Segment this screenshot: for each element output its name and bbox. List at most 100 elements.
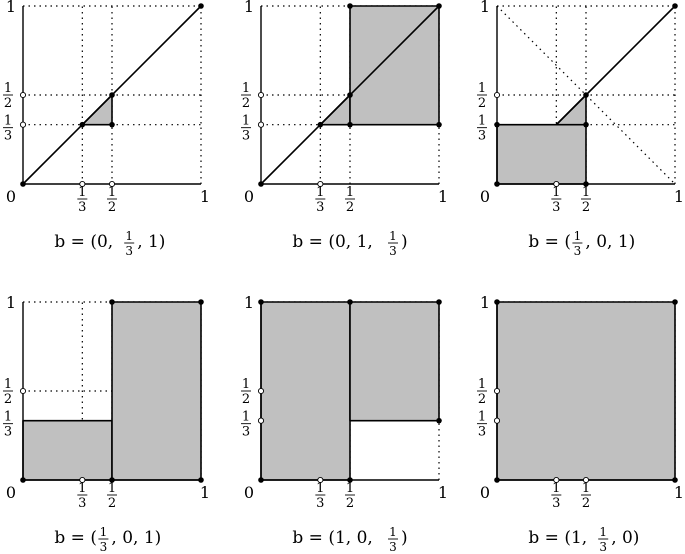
y-tick-fraction-third: 13 xyxy=(477,410,487,440)
y-tick-fraction-half: 12 xyxy=(241,81,251,111)
tick-label-x-one: 1 xyxy=(438,483,448,502)
shaded-region xyxy=(111,301,202,481)
tick-label-x-one: 1 xyxy=(674,187,684,206)
fraction-numerator: 1 xyxy=(108,185,116,200)
fraction-numerator: 1 xyxy=(242,377,250,392)
vertex-dot xyxy=(258,181,264,187)
fraction-denominator: 2 xyxy=(242,96,250,111)
y-tick-fraction-half: 12 xyxy=(3,81,13,111)
fraction-denominator: 2 xyxy=(4,96,12,111)
vertex-dot xyxy=(583,121,589,128)
vertex-dot xyxy=(347,92,353,98)
fraction-numerator: 1 xyxy=(599,525,607,539)
segment xyxy=(555,94,587,126)
segment xyxy=(585,5,676,96)
fraction-denominator: 3 xyxy=(574,244,582,258)
y-tick-fraction-third: 13 xyxy=(241,410,251,440)
hollow-mark-y xyxy=(493,387,501,395)
fraction-numerator: 1 xyxy=(478,377,486,392)
fraction-numerator: 1 xyxy=(552,481,560,496)
fraction-denominator: 2 xyxy=(582,200,590,215)
y-tick-fraction-third: 13 xyxy=(3,410,13,440)
fraction-denominator: 3 xyxy=(389,540,397,554)
vertex-dot xyxy=(109,121,115,128)
hollow-mark-y xyxy=(257,387,265,395)
tick-label-zero: 0 xyxy=(6,483,16,502)
fraction-denominator: 3 xyxy=(552,200,560,215)
vertex-dot xyxy=(436,3,442,9)
fraction-numerator: 1 xyxy=(552,185,560,200)
x-tick-fraction-third: 13 xyxy=(551,481,562,511)
caption-fraction-third: 13 xyxy=(598,525,609,554)
y-tick-fraction-half: 12 xyxy=(3,377,13,407)
fraction-denominator: 2 xyxy=(108,200,116,215)
caption-prefix: b = (0, xyxy=(54,232,113,252)
tick-label-zero: 0 xyxy=(6,187,16,206)
panel-caption: b = (13, 0, 1) xyxy=(528,229,635,258)
hollow-mark-x xyxy=(317,476,324,484)
fraction-numerator: 1 xyxy=(78,185,86,200)
fraction-denominator: 3 xyxy=(125,244,133,258)
fraction-denominator: 3 xyxy=(316,200,324,215)
shaded-region xyxy=(496,301,676,481)
fraction-numerator: 1 xyxy=(478,81,486,96)
hollow-mark-x xyxy=(553,180,560,188)
panel-caption: b = (1, 0, 13) xyxy=(292,525,407,554)
x-tick-fraction-third: 13 xyxy=(315,185,326,215)
vertex-dot xyxy=(583,92,589,98)
fraction-numerator: 1 xyxy=(100,525,108,539)
vertex-dot xyxy=(436,299,442,305)
tick-label-x-one: 1 xyxy=(674,483,684,502)
caption-prefix: b = (1, xyxy=(528,528,587,548)
vertex-dot xyxy=(436,417,442,424)
tick-label-zero: 0 xyxy=(480,187,490,206)
fraction-denominator: 3 xyxy=(316,496,324,511)
fraction-denominator: 3 xyxy=(242,425,250,440)
hollow-mark-x xyxy=(582,476,590,484)
hollow-mark-x xyxy=(108,180,116,188)
fraction-numerator: 1 xyxy=(4,410,12,425)
vertex-dot xyxy=(258,299,264,305)
vertex-dot xyxy=(494,121,500,128)
x-tick-fraction-half: 12 xyxy=(581,185,591,215)
hollow-mark-y xyxy=(19,121,27,128)
anti-diagonal-dotted xyxy=(496,5,676,185)
caption-fraction-third: 13 xyxy=(388,525,398,554)
fraction-numerator: 1 xyxy=(242,410,250,425)
caption-prefix: b = (1, 0, xyxy=(292,528,372,548)
vertex-dot xyxy=(198,477,204,483)
fraction-numerator: 1 xyxy=(78,481,86,496)
fraction-denominator: 2 xyxy=(478,392,486,407)
fraction-denominator: 3 xyxy=(478,425,486,440)
vertex-dot xyxy=(494,181,500,187)
tick-label-zero: 0 xyxy=(244,187,254,206)
vertex-dot xyxy=(494,299,500,305)
fraction-denominator: 3 xyxy=(78,496,86,511)
y-tick-fraction-third: 13 xyxy=(241,114,251,144)
vertex-dot xyxy=(198,299,204,305)
caption-fraction-third: 13 xyxy=(124,229,135,258)
caption-suffix: ) xyxy=(401,528,408,548)
fraction-denominator: 3 xyxy=(552,496,560,511)
hollow-mark-x xyxy=(317,180,324,188)
fraction-denominator: 2 xyxy=(4,392,12,407)
tick-label-y-one: 1 xyxy=(244,0,254,16)
tick-label-x-one: 1 xyxy=(438,187,448,206)
fraction-denominator: 3 xyxy=(389,244,397,258)
fraction-numerator: 1 xyxy=(4,114,12,129)
fraction-denominator: 3 xyxy=(78,200,86,215)
hollow-mark-y xyxy=(257,91,265,99)
hollow-mark-y xyxy=(19,91,27,99)
caption-prefix: b = ( xyxy=(528,232,571,252)
fraction-numerator: 1 xyxy=(389,525,397,539)
fraction-numerator: 1 xyxy=(346,481,354,496)
caption-fraction-third: 13 xyxy=(98,525,109,554)
hollow-mark-y xyxy=(493,417,501,424)
fraction-denominator: 2 xyxy=(108,496,116,511)
vertex-dot xyxy=(109,477,115,483)
vertex-dot xyxy=(583,181,589,187)
vertex-dot xyxy=(20,181,26,187)
y-tick-fraction-third: 13 xyxy=(477,114,487,144)
fraction-numerator: 1 xyxy=(478,410,486,425)
